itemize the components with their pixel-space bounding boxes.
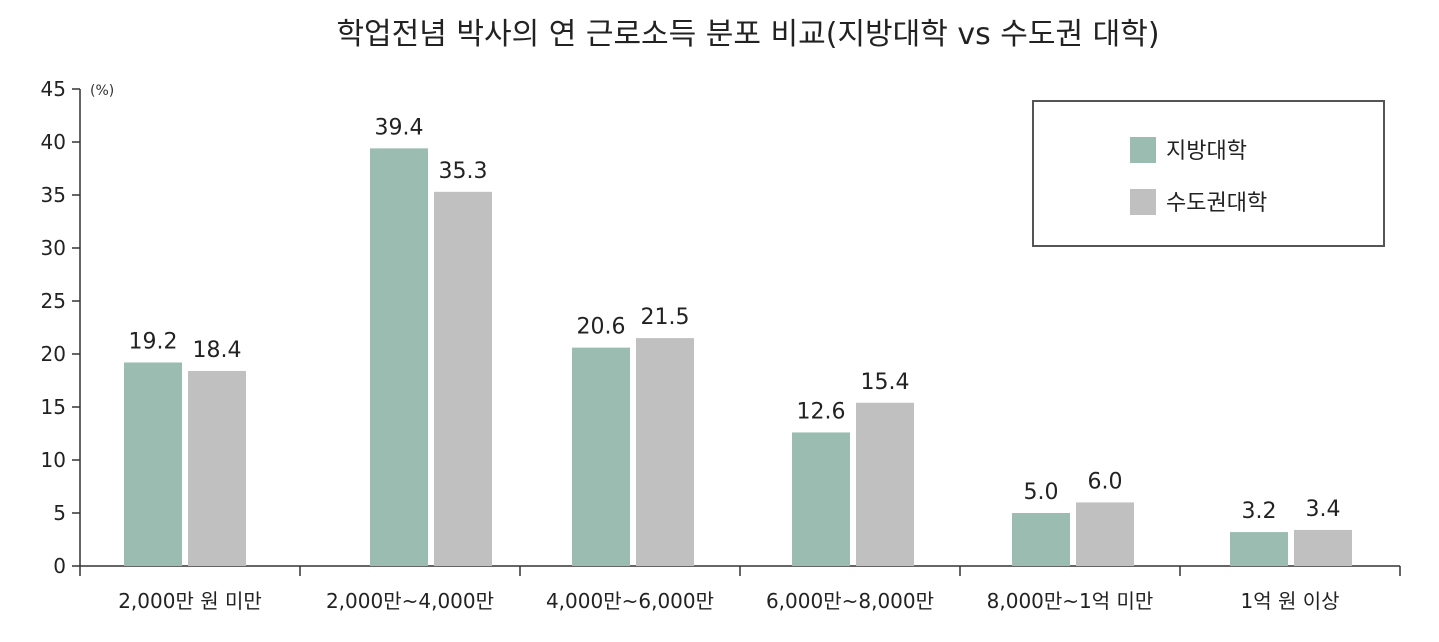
- bar-series-1: [1012, 513, 1070, 566]
- bar-series-2: [188, 370, 246, 566]
- y-tick-label: 30: [41, 236, 66, 260]
- y-tick-label: 25: [41, 289, 66, 313]
- y-tick-label: 20: [41, 342, 66, 366]
- bar-value-label: 6.0: [1088, 469, 1123, 494]
- x-category-label: 2,000만 원 미만: [118, 589, 262, 613]
- y-unit-label: (%): [90, 83, 114, 99]
- legend-box: [1032, 100, 1385, 247]
- legend-label: 지방대학: [1166, 139, 1247, 164]
- bar-series-1: [124, 362, 182, 566]
- y-tick-label: 10: [41, 448, 66, 472]
- bar-value-label: 18.4: [193, 338, 242, 363]
- y-tick-label: 15: [41, 395, 66, 419]
- chart-title: 학업전념 박사의 연 근로소득 분포 비교(지방대학 vs 수도권 대학): [336, 17, 1159, 52]
- bars: [124, 148, 1352, 567]
- bar-value-label: 3.2: [1242, 499, 1277, 524]
- x-category-label: 2,000만~4,000만: [326, 589, 494, 613]
- y-tick-label: 5: [53, 501, 66, 525]
- bar-series-1: [572, 347, 630, 566]
- bar-value-label: 12.6: [797, 399, 846, 424]
- bar-value-label: 21.5: [641, 305, 690, 330]
- bar-value-label: 39.4: [375, 115, 424, 140]
- x-category-label: 8,000만~1억 미만: [987, 589, 1154, 613]
- legend-swatch: [1130, 137, 1156, 163]
- bar-value-label: 15.4: [861, 370, 910, 395]
- axes: 0 5 10 15 20 25 30 35 40 45 (%) 2,000만 원 미만 2,000만~4…: [41, 77, 1401, 613]
- y-tick-label: 35: [41, 183, 66, 207]
- y-tick-label: 45: [41, 77, 66, 101]
- x-category-label: 1억 원 이상: [1240, 589, 1339, 613]
- bar-value-label: 20.6: [577, 315, 626, 340]
- bar-series-1: [1230, 532, 1288, 566]
- bar-value-label: 5.0: [1024, 480, 1059, 505]
- bar-value-label: 19.2: [129, 329, 178, 354]
- bar-series-2: [856, 402, 914, 566]
- bar-series-2: [636, 338, 694, 566]
- legend-swatch: [1130, 189, 1156, 215]
- y-tick-label: 0: [53, 554, 66, 578]
- bar-value-label: 35.3: [439, 159, 488, 184]
- bar-series-1: [792, 432, 850, 566]
- bar-value-label: 3.4: [1306, 497, 1341, 522]
- bar-series-2: [434, 191, 492, 566]
- bar-series-2: [1076, 502, 1134, 566]
- bar-series-1: [370, 148, 428, 567]
- x-category-label: 6,000만~8,000만: [766, 589, 934, 613]
- x-category-label: 4,000만~6,000만: [546, 589, 714, 613]
- legend-label: 수도권대학: [1166, 191, 1267, 216]
- data-labels: 19.2 18.4 39.4 35.3 20.6 21.5 12.6 15.4 5.0 6.0 3.…: [129, 115, 1341, 524]
- bar-series-2: [1294, 529, 1352, 566]
- y-tick-label: 40: [41, 130, 66, 154]
